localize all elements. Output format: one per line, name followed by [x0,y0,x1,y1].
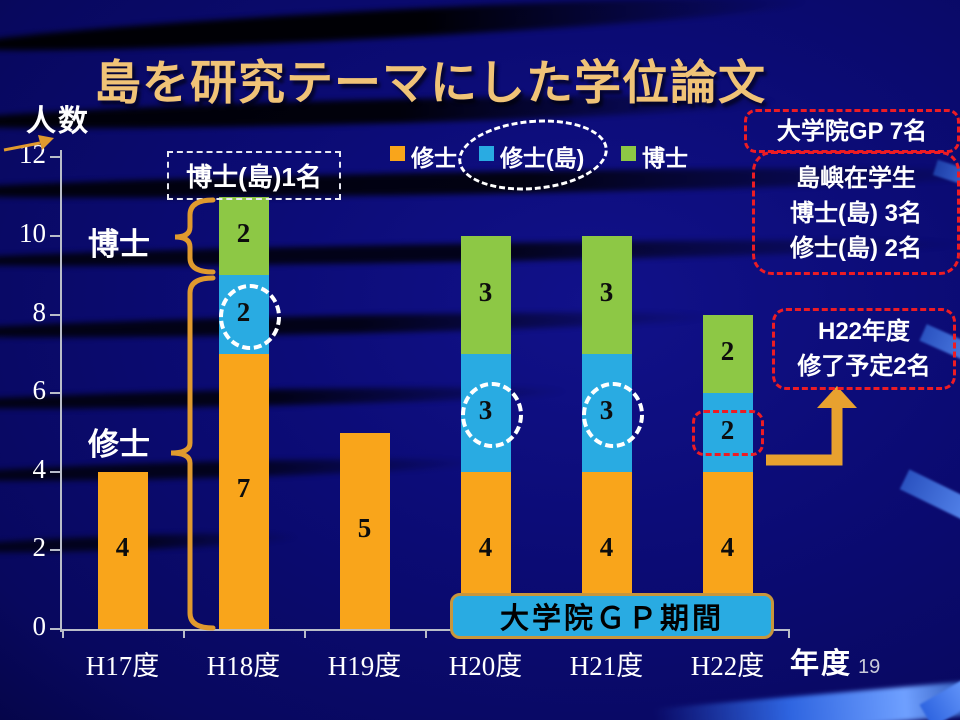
h22-line1: H22年度 [817,318,911,345]
bar-value-label: 4 [115,532,130,563]
x-axis-label: H22度 [690,651,765,681]
enrolled-line1: 島嶼在学生 [796,164,916,192]
enrolled-line2: 博士(島) 3名 [790,199,922,227]
h22-arrow [766,386,857,466]
bar-value-label: 5 [357,512,372,543]
enrolled-line3: 修士(島) 2名 [790,234,922,262]
y-tick-label: 8 [32,296,47,327]
bar-value-label: 4 [720,532,735,563]
bar-segment [339,432,390,629]
legend-swatch [390,146,405,161]
bar-segment [581,236,632,354]
y-tick-label: 10 [19,218,46,248]
x-axis-title: 年度 [790,648,853,680]
y-axis-title: 人数 [26,105,90,138]
gp-total-text: 大学院GP 7名 [776,117,928,145]
legend-label: 博士 [642,145,688,171]
y-tick [50,392,62,395]
y-tick-label: 12 [19,139,46,170]
doctor-brace-label: 博士 [88,227,150,262]
bar-segment [218,196,269,276]
blue-ribbon [654,679,960,720]
legend-label: 修士 [411,145,457,171]
bar-value-label: 3 [478,276,493,307]
x-axis-label: H17度 [85,651,160,681]
bar-value-label: 7 [236,473,251,504]
slide-title: 島を研究テーマにした学位論文 [94,56,766,109]
x-axis-label: H21度 [569,651,644,681]
h22-line2: 修了予定2名 [797,353,931,380]
bar-value-label: 2 [720,335,735,366]
bar-value-label: 2 [720,414,735,445]
page-number: 19 [858,656,881,678]
bar-segment [702,314,753,394]
y-tick [50,470,62,473]
x-axis-label: H20度 [448,651,523,681]
dashed-circle-highlight [460,381,523,448]
y-tick-label: 0 [32,611,47,641]
legend-swatch [621,146,636,161]
bar-segment [702,393,753,472]
phd-island-callout: 博士(島)1名 [167,151,341,200]
y-axis-line [60,150,62,632]
y-tick-label: 4 [32,453,47,484]
gp-period-text: 大学院ＧＰ期間 [499,603,724,635]
bar-value-label: 4 [599,532,614,563]
y-tick [50,549,62,552]
y-tick [50,313,62,316]
legend-swatch [479,146,494,161]
blue-ribbon [899,469,960,529]
dashed-circle-highlight [581,381,644,448]
x-tick [425,629,427,638]
bar-value-label: 4 [478,532,493,563]
y-tick [50,628,62,630]
y-tick-label: 6 [32,375,47,406]
gp-total-callout: 大学院GP 7名 [744,109,960,153]
master-brace-label: 修士 [88,427,150,462]
bar-segment [97,471,148,629]
x-tick [304,629,306,638]
x-tick [62,629,64,638]
y-tick [50,156,62,159]
y-tick-label: 2 [32,532,47,563]
legend-label: 修士(島) [500,145,585,171]
bar-value-label: 2 [236,218,251,248]
x-tick [183,629,185,638]
bar-segment [218,353,269,629]
x-axis-label: H18度 [206,651,281,681]
enrolled-students-callout: 島嶼在学生 博士(島) 3名 修士(島) 2名 [752,151,960,275]
dashed-circle-highlight [218,283,281,350]
bar-value-label: 3 [599,276,614,307]
x-tick [788,629,790,638]
h22-completion-callout: H22年度 修了予定2名 [772,308,956,390]
phd-island-callout-text: 博士(島)1名 [186,162,322,192]
x-axis-label: H19度 [327,651,402,681]
gp-period-banner: 大学院ＧＰ期間 [450,593,774,639]
bar-segment [460,236,511,354]
y-tick [50,235,62,237]
red-dashed-segment-highlight [691,409,764,456]
